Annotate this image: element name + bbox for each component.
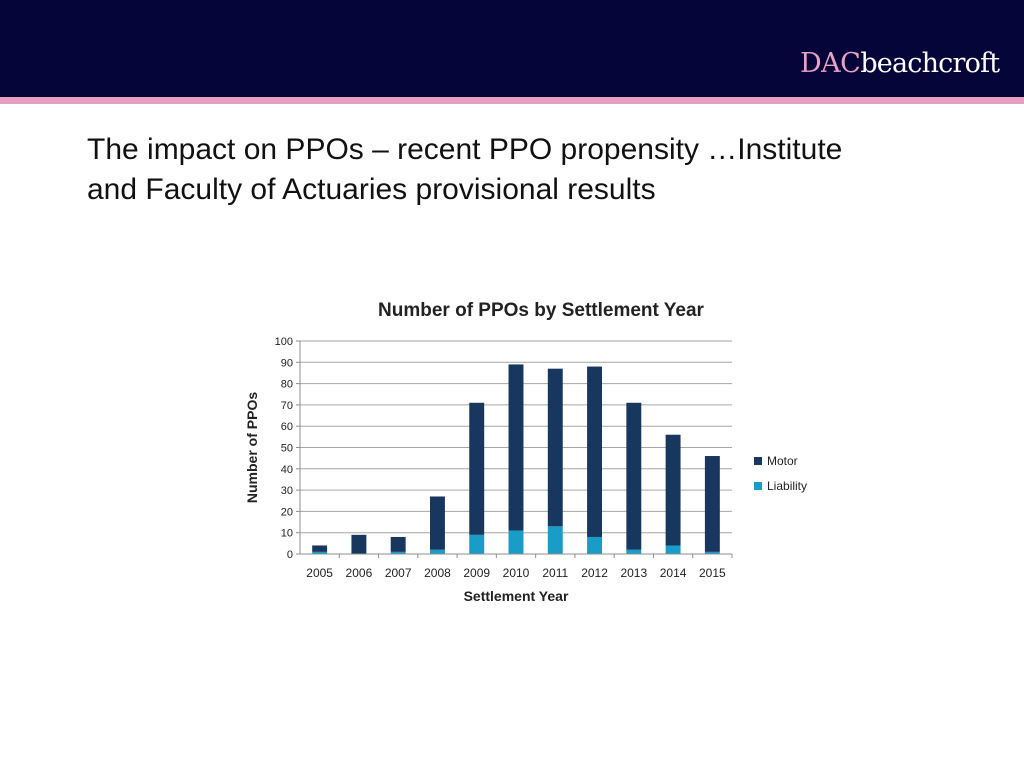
x-tick-label: 2009: [463, 566, 490, 580]
bar-liability-2014: [665, 545, 681, 554]
bar-liability-2009: [469, 534, 485, 554]
slide-title: The impact on PPOs – recent PPO propensi…: [87, 130, 967, 210]
slide-title-line-2: and Faculty of Actuaries provisional res…: [87, 173, 656, 206]
y-tick-label: 30: [281, 485, 293, 497]
x-tick-label: 2015: [699, 566, 726, 580]
y-tick-label: 60: [281, 421, 293, 433]
bar-motor-2007: [390, 536, 406, 552]
bar-liability-2008: [429, 549, 445, 554]
y-tick-label: 90: [281, 357, 293, 369]
bar-motor-2013: [626, 402, 642, 550]
logo-beachcroft-text: beachcroft: [860, 48, 1000, 79]
y-tick-label: 50: [281, 443, 293, 455]
bar-motor-2012: [587, 366, 603, 537]
bar-motor-2015: [704, 456, 720, 552]
y-tick-label: 80: [281, 379, 293, 391]
legend-label-motor: Motor: [767, 454, 798, 468]
legend-swatch-liability: [754, 482, 762, 490]
legend-swatch-motor: [754, 457, 762, 465]
chart-bars: [312, 364, 720, 554]
bar-liability-2012: [587, 536, 603, 554]
y-tick-label: 20: [281, 506, 293, 518]
x-tick-label: 2012: [581, 566, 608, 580]
slide-title-line-1: The impact on PPOs – recent PPO propensi…: [87, 133, 843, 166]
chart-labels: Number of PPOs by Settlement Year 0 10 20 30…: [244, 300, 726, 604]
header-accent-stripe: [0, 97, 1024, 104]
bar-motor-2005: [312, 545, 328, 552]
bar-liability-2007: [390, 551, 406, 554]
bar-motor-2011: [547, 368, 563, 527]
legend-label-liability: Liability: [767, 479, 807, 493]
chart-axes: [296, 340, 733, 558]
ppo-bar-chart: Number of PPOs by Settlement Year 0 10 20 30…: [244, 300, 807, 604]
company-logo: DACbeachcroft: [800, 48, 1000, 79]
bar-liability-2013: [626, 549, 642, 554]
x-tick-label: 2007: [385, 566, 412, 580]
bar-motor-2008: [429, 496, 445, 550]
bar-liability-2015: [704, 551, 720, 554]
x-tick-label: 2014: [660, 566, 687, 580]
x-tick-label: 2010: [503, 566, 530, 580]
y-tick-label: 100: [275, 336, 293, 348]
bar-motor-2009: [469, 402, 485, 535]
bar-motor-2014: [665, 434, 681, 546]
x-axis-title: Settlement Year: [464, 588, 569, 604]
bar-liability-2010: [508, 530, 524, 554]
chart-title: Number of PPOs by Settlement Year: [378, 300, 705, 321]
x-tick-label: 2008: [424, 566, 451, 580]
y-tick-label: 0: [287, 549, 293, 561]
x-tick-label: 2011: [542, 566, 568, 580]
logo-dac-text: DAC: [800, 48, 861, 79]
y-tick-label: 40: [281, 464, 293, 476]
bar-motor-2006: [351, 534, 367, 554]
bar-motor-2010: [508, 364, 524, 531]
y-axis-title: Number of PPOs: [244, 392, 260, 503]
x-tick-label: 2006: [346, 566, 373, 580]
y-tick-label: 70: [281, 400, 293, 412]
y-tick-label: 10: [281, 528, 293, 540]
x-tick-label: 2013: [620, 566, 647, 580]
chart-legend: Motor Liability: [754, 454, 807, 493]
x-tick-label: 2005: [306, 566, 333, 580]
bar-liability-2005: [312, 551, 328, 554]
header-band: [0, 0, 1024, 97]
bar-liability-2011: [547, 526, 563, 554]
